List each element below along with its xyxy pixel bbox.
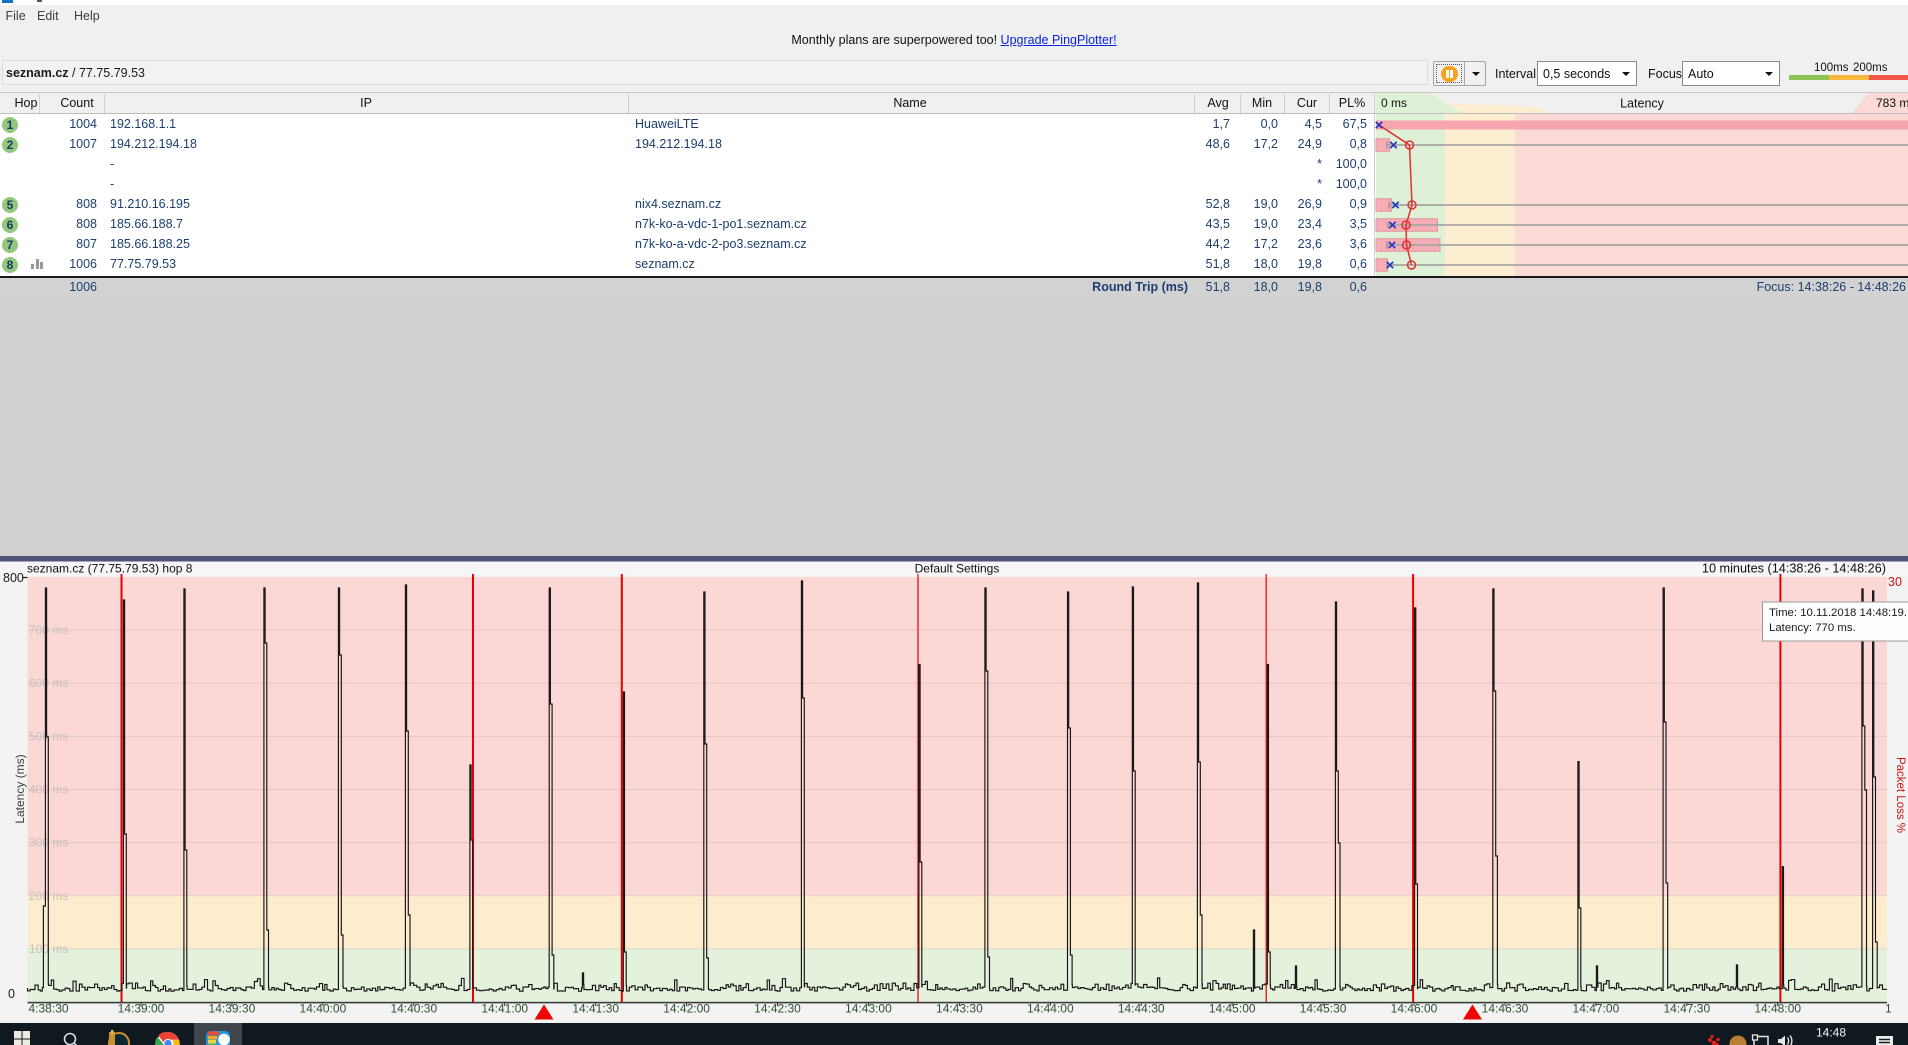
svg-text:800: 800 [3, 571, 24, 585]
svg-text:14:46:30: 14:46:30 [1482, 1002, 1529, 1016]
svg-text:0: 0 [8, 987, 15, 1001]
svg-text:14:40:30: 14:40:30 [390, 1002, 437, 1016]
svg-text:14:42:00: 14:42:00 [663, 1002, 710, 1016]
svg-text:30: 30 [1888, 575, 1902, 589]
svg-text:10 minutes (14:38:26 - 14:48:2: 10 minutes (14:38:26 - 14:48:26) [1702, 562, 1886, 576]
svg-text:Latency: 770 ms.: Latency: 770 ms. [1769, 622, 1856, 634]
svg-text:14:39:00: 14:39:00 [118, 1002, 165, 1016]
svg-text:1: 1 [1885, 1002, 1892, 1016]
svg-text:600 ms: 600 ms [29, 676, 68, 690]
svg-text:14:41:30: 14:41:30 [572, 1002, 619, 1016]
svg-text:Latency (ms): Latency (ms) [13, 754, 27, 823]
svg-text:14:43:30: 14:43:30 [936, 1002, 983, 1016]
svg-text:seznam.cz (77.75.79.53) hop 8: seznam.cz (77.75.79.53) hop 8 [27, 562, 193, 576]
svg-text:14:46:00: 14:46:00 [1391, 1002, 1438, 1016]
svg-text:14:45:00: 14:45:00 [1209, 1002, 1256, 1016]
svg-text:14:41:00: 14:41:00 [481, 1002, 528, 1016]
svg-text:0 ms: 0 ms [1381, 96, 1407, 110]
svg-text:Packet Loss %: Packet Loss % [1894, 757, 1906, 833]
svg-text:14:42:30: 14:42:30 [754, 1002, 801, 1016]
svg-text:14:43:00: 14:43:00 [845, 1002, 892, 1016]
svg-text:500 ms: 500 ms [29, 729, 68, 743]
svg-text:783 ms: 783 ms [1876, 96, 1908, 110]
svg-text:700 ms: 700 ms [29, 623, 68, 637]
svg-text:Latency: Latency [1620, 97, 1665, 111]
svg-text:Time: 10.11.2018 14:48:19.: Time: 10.11.2018 14:48:19. [1769, 607, 1907, 619]
svg-text:14:44:30: 14:44:30 [1118, 1002, 1165, 1016]
svg-text:14:44:00: 14:44:00 [1027, 1002, 1074, 1016]
svg-text:4:38:30: 4:38:30 [29, 1002, 69, 1016]
svg-text:14:45:30: 14:45:30 [1300, 1002, 1347, 1016]
svg-text:14:48: 14:48 [1816, 1026, 1846, 1040]
svg-text:14:47:00: 14:47:00 [1573, 1002, 1620, 1016]
svg-text:14:39:30: 14:39:30 [209, 1002, 256, 1016]
svg-text:Default Settings: Default Settings [915, 562, 1000, 576]
svg-text:14:47:30: 14:47:30 [1663, 1002, 1710, 1016]
svg-text:14:48:00: 14:48:00 [1754, 1002, 1801, 1016]
svg-text:14:40:00: 14:40:00 [300, 1002, 347, 1016]
